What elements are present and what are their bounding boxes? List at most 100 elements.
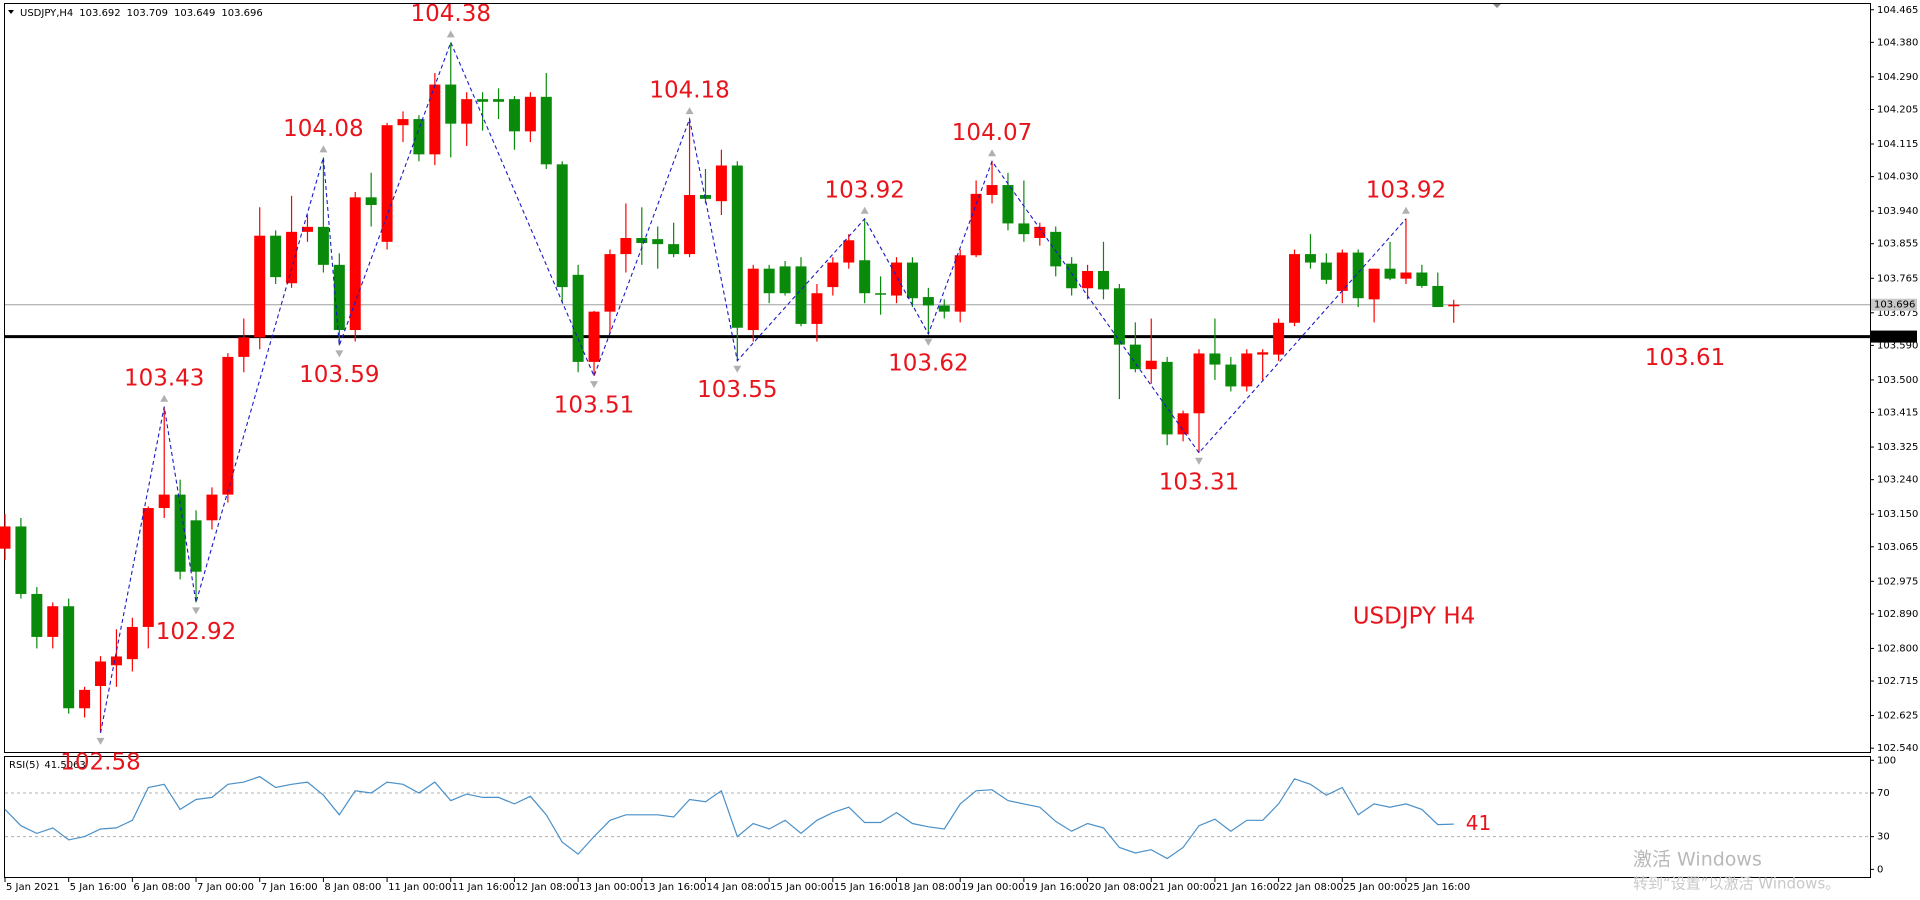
- y-tick-label: 103.590: [1877, 340, 1918, 351]
- rsi-end-label: 41: [1466, 811, 1491, 835]
- y-tick-label: 103.855: [1877, 239, 1918, 250]
- fractal-arrow: [1195, 457, 1203, 465]
- swing-label: 104.38: [411, 1, 491, 27]
- rsi-y-tick-label: 0: [1877, 864, 1883, 875]
- candle-body: [270, 235, 282, 278]
- candle-body: [1320, 262, 1332, 280]
- rsi-y-tick-label: 30: [1877, 832, 1890, 843]
- ohlc-value: 103.696: [221, 8, 262, 19]
- candle-body: [317, 226, 329, 265]
- swing-label: 103.62: [888, 350, 968, 376]
- candle-body: [715, 165, 727, 202]
- candle-body: [174, 494, 186, 572]
- x-tick-label: 15 Jan 00:00: [770, 882, 833, 893]
- swing-label: 103.51: [554, 393, 634, 419]
- x-tick-label: 19 Jan 00:00: [961, 882, 1024, 893]
- y-tick-label: 104.290: [1877, 72, 1918, 83]
- candle-body: [811, 293, 823, 324]
- ohlc-value: 103.709: [127, 8, 168, 19]
- candle-body: [142, 508, 154, 627]
- fractal-arrow: [590, 381, 599, 389]
- candle-body: [0, 526, 11, 549]
- current-price-label: 103.696: [1874, 300, 1915, 311]
- x-tick-label: 7 Jan 00:00: [197, 882, 254, 893]
- candle-body: [254, 235, 266, 338]
- candle-body: [827, 262, 839, 288]
- candle-body: [1177, 413, 1189, 435]
- candle-body: [1273, 322, 1285, 355]
- candle-body: [222, 356, 234, 495]
- candle-body: [859, 260, 871, 294]
- rsi-name: RSI(5): [9, 760, 40, 771]
- support-price-label: 103.613: [1874, 332, 1915, 343]
- candle-body: [684, 195, 696, 255]
- fractal-arrow: [860, 206, 869, 214]
- y-tick-label: 103.240: [1877, 475, 1918, 486]
- candle-body: [620, 237, 632, 255]
- swing-label: 104.07: [952, 120, 1032, 146]
- x-tick-label: 14 Jan 08:00: [706, 882, 769, 893]
- candle-body: [445, 84, 457, 124]
- candle-body: [15, 526, 27, 594]
- swing-label: 102.92: [156, 619, 236, 645]
- candle-body: [843, 240, 855, 263]
- y-tick-label: 102.540: [1877, 743, 1918, 754]
- candle-body: [779, 266, 791, 294]
- candle-body: [1193, 353, 1205, 414]
- candle-body: [986, 185, 998, 196]
- x-tick-label: 8 Jan 08:00: [324, 882, 381, 893]
- y-tick-label: 103.500: [1877, 375, 1918, 386]
- candle-body: [461, 99, 473, 124]
- rsi-header: RSI(5) 41.5063: [9, 760, 86, 771]
- rsi-y-tick-label: 70: [1877, 788, 1890, 799]
- candle-body: [429, 84, 441, 155]
- x-tick-label: 18 Jan 08:00: [898, 882, 961, 893]
- candle-body: [891, 262, 903, 296]
- candle-body: [333, 264, 345, 331]
- candle-body: [1432, 285, 1444, 308]
- rsi-frame: [4, 756, 1871, 878]
- fractal-arrow: [192, 607, 201, 615]
- fractal-arrow: [96, 737, 105, 745]
- candle-body: [636, 237, 648, 243]
- y-tick-label: 103.325: [1877, 442, 1918, 453]
- candle-body: [1289, 254, 1301, 323]
- x-tick-label: 21 Jan 00:00: [1152, 882, 1215, 893]
- x-tick-label: 6 Jan 08:00: [133, 882, 190, 893]
- candle-body: [970, 193, 982, 256]
- candle-body: [588, 311, 600, 362]
- ohlc-value: 103.649: [174, 8, 215, 19]
- candle-body: [1082, 270, 1094, 289]
- candle-body: [365, 197, 377, 206]
- candle-body: [1002, 185, 1014, 224]
- candle-body: [1336, 252, 1348, 291]
- candle-body: [397, 119, 409, 126]
- candle-body: [477, 99, 489, 102]
- x-tick-label: 11 Jan 00:00: [388, 882, 451, 893]
- watermark: 激活 Windows: [1633, 849, 1762, 871]
- swing-label: 104.18: [649, 78, 729, 104]
- candle-body: [1448, 304, 1460, 307]
- candle-body: [1097, 270, 1109, 290]
- candle-body: [922, 297, 934, 306]
- candle-body: [524, 96, 536, 132]
- y-tick-label: 104.465: [1877, 5, 1918, 16]
- candle-body: [1018, 223, 1030, 235]
- candle-body: [158, 494, 170, 509]
- fractal-arrow: [446, 30, 455, 38]
- x-tick-label: 15 Jan 16:00: [834, 882, 897, 893]
- menu-arrow: [8, 10, 14, 14]
- scroll-marker: [1493, 4, 1501, 8]
- candle-body: [95, 661, 107, 687]
- x-tick-label: 12 Jan 08:00: [515, 882, 578, 893]
- y-tick-label: 103.765: [1877, 273, 1918, 284]
- candle-body: [938, 305, 950, 312]
- candle-body: [1209, 353, 1221, 365]
- chart-annotation: USDJPY H4: [1353, 604, 1476, 630]
- x-tick-label: 21 Jan 16:00: [1216, 882, 1279, 893]
- y-tick-label: 102.890: [1877, 609, 1918, 620]
- candle-body: [1034, 226, 1046, 238]
- candle-body: [493, 99, 505, 102]
- x-tick-label: 13 Jan 16:00: [643, 882, 706, 893]
